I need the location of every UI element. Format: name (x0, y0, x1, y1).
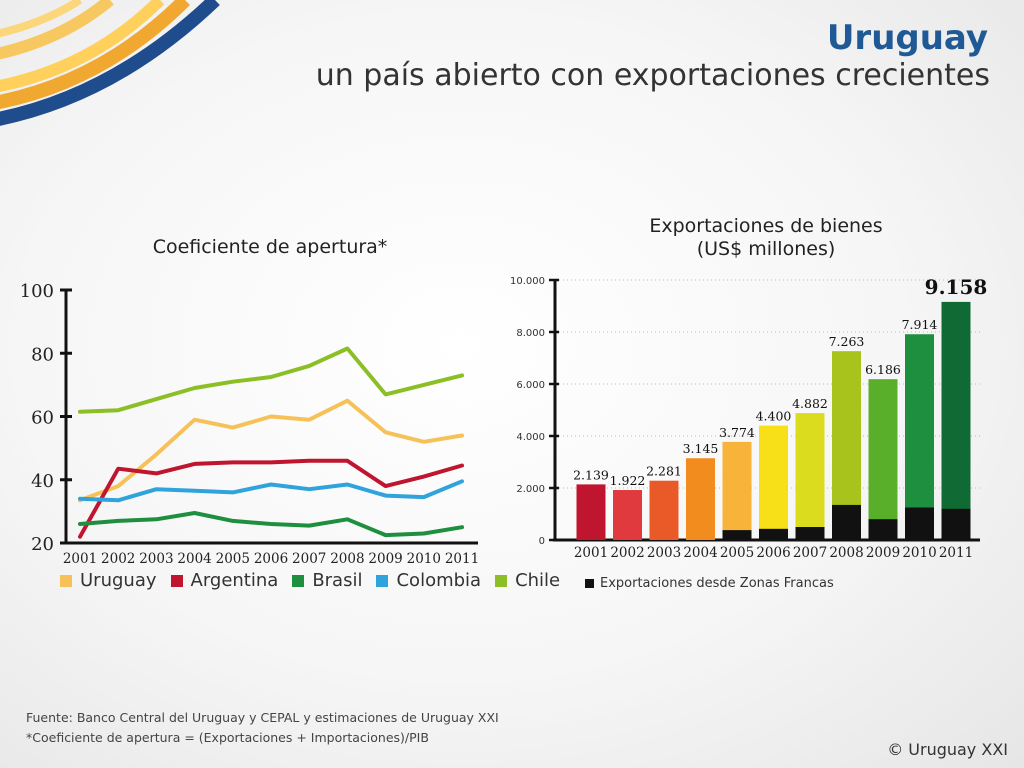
data-label: 6.186 (865, 362, 901, 377)
y-tick-label: 40 (31, 471, 54, 492)
x-tick-label: 2006 (254, 551, 288, 565)
exports-bar-chart: Exportaciones de bienes (US$ millones) 0… (510, 215, 988, 561)
x-tick-label: 2007 (292, 551, 326, 565)
data-label: 4.400 (756, 409, 792, 424)
copyright: © Uruguay XXI (887, 740, 1008, 759)
x-tick-label: 2007 (793, 545, 827, 561)
legend-label: Uruguay (80, 570, 157, 591)
definition-note: *Coeficiente de apertura = (Exportacione… (26, 730, 429, 745)
x-tick-label: 2009 (368, 551, 402, 565)
data-label: 4.882 (792, 396, 828, 411)
page-subtitle: un país abierto con exportaciones crecie… (315, 58, 990, 93)
legend-label: Brasil (312, 570, 363, 591)
x-tick-label: 2010 (407, 551, 441, 565)
data-label: 9.158 (925, 275, 988, 299)
series-line-argentina (78, 458, 464, 539)
source-note: Fuente: Banco Central del Uruguay y CEPA… (26, 710, 499, 725)
y-tick-label: 0 (539, 536, 545, 547)
legend-label: Colombia (396, 570, 482, 591)
bar-2011 (941, 301, 971, 540)
legend-item-colombia: Colombia (376, 570, 481, 591)
legend-item-chile: Chile (495, 570, 560, 591)
legend-swatch (376, 574, 389, 587)
x-tick-label: 2011 (445, 551, 479, 565)
legend-item-argentina: Argentina (170, 570, 279, 591)
series-line-uruguay (78, 398, 464, 503)
legend-item-uruguay: Uruguay (60, 570, 157, 591)
series-line-brasil (78, 511, 464, 538)
legend-label: Chile (515, 570, 561, 591)
x-tick-label: 2004 (177, 551, 211, 565)
x-tick-label: 2004 (683, 545, 717, 561)
zf-bar-2010 (905, 507, 934, 540)
series-line-colombia (78, 479, 464, 503)
zf-bar-2006 (759, 528, 788, 540)
zf-bar-2011 (941, 508, 971, 540)
legend-swatch (60, 574, 72, 587)
data-label: 2.281 (646, 464, 682, 479)
bar-2001 (576, 484, 606, 540)
line-chart-legend: Uruguay Argentina Brasil Colombia Chile (60, 570, 574, 591)
legend-label: Exportaciones desde Zonas Francas (600, 576, 834, 591)
legend-swatch (170, 574, 183, 587)
x-tick-label: 2002 (610, 545, 644, 561)
x-tick-label: 2008 (330, 551, 364, 565)
bar-2010 (905, 334, 934, 540)
y-tick-label: 80 (31, 344, 54, 365)
x-tick-label: 2003 (139, 551, 173, 565)
y-tick-label: 4.000 (516, 432, 545, 443)
legend-swatch (495, 574, 508, 587)
x-tick-label: 2006 (756, 545, 790, 561)
legend-label: Argentina (190, 570, 279, 591)
bar-2007 (795, 413, 825, 540)
x-tick-label: 2002 (101, 551, 135, 565)
y-tick-label: 100 (20, 281, 54, 302)
x-tick-label: 2003 (647, 545, 681, 561)
zonas-francas-legend: Exportaciones desde Zonas Francas (585, 576, 834, 591)
x-tick-label: 2010 (902, 545, 936, 561)
data-label: 7.263 (829, 334, 865, 349)
line-chart-title: Coeficiente de apertura* (153, 236, 388, 258)
bar-2006 (759, 425, 788, 540)
bar-2009 (868, 379, 898, 540)
zf-bar-2005 (722, 530, 752, 540)
x-tick-label: 2009 (866, 545, 900, 561)
y-tick-label: 60 (31, 408, 54, 429)
data-label: 7.914 (902, 317, 938, 332)
openness-line-chart: Coeficiente de apertura* 20 40 60 80 100 2001… (20, 236, 480, 565)
legend-item-brasil: Brasil (292, 570, 362, 591)
bar-chart-subtitle: (US$ millones) (697, 238, 836, 260)
bar-2003 (649, 480, 679, 540)
footer-notes: Fuente: Banco Central del Uruguay y CEPA… (26, 708, 499, 748)
y-tick-label: 6.000 (516, 380, 545, 391)
data-label: 3.774 (719, 425, 755, 440)
series-line-chile (78, 346, 464, 414)
y-tick-label: 2.000 (516, 484, 545, 495)
y-tick-label: 20 (31, 534, 54, 555)
y-tick-label: 10.000 (510, 276, 545, 287)
zf-bar-2008 (832, 504, 861, 540)
x-tick-label: 2005 (720, 545, 754, 561)
zf-bar-2007 (795, 527, 825, 540)
bar-2004 (686, 458, 715, 540)
legend-swatch (585, 579, 594, 588)
x-tick-label: 2001 (63, 551, 97, 565)
data-label: 1.922 (610, 473, 646, 488)
bar-2005 (722, 441, 752, 540)
x-tick-label: 2008 (829, 545, 863, 561)
bar-chart-title: Exportaciones de bienes (649, 215, 882, 237)
y-tick-label: 8.000 (516, 328, 545, 339)
zf-bar-2009 (868, 519, 898, 540)
data-label: 3.145 (683, 441, 719, 456)
legend-swatch (292, 574, 305, 587)
x-tick-label: 2011 (939, 545, 973, 561)
page-title: Uruguay (826, 18, 988, 58)
x-tick-label: 2005 (216, 551, 250, 565)
data-label: 2.139 (573, 467, 609, 482)
corner-decoration (0, 0, 220, 126)
x-tick-label: 2001 (574, 545, 608, 561)
bar-2002 (613, 490, 642, 540)
